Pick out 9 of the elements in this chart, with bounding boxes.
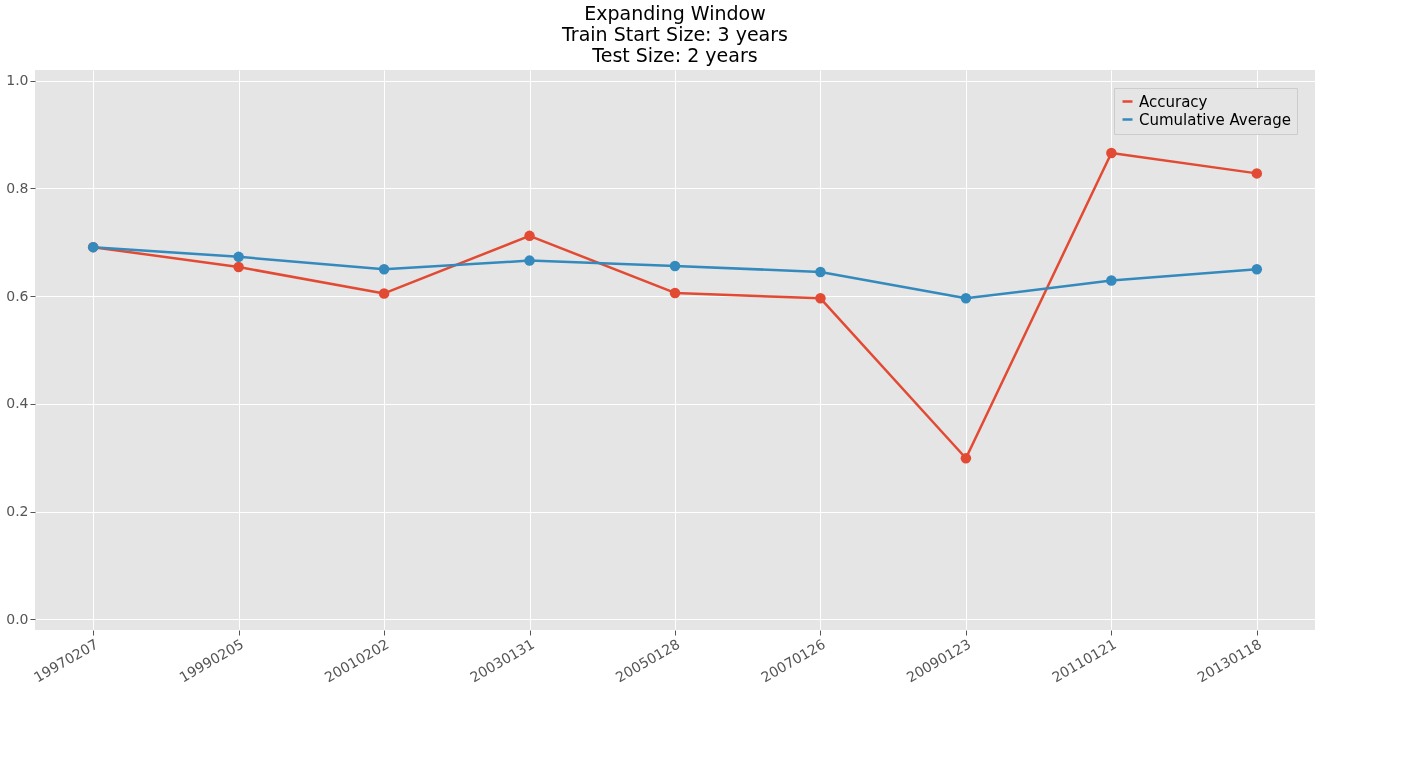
y-tick-label: 0.0 [6,610,29,627]
y-tick-label: 0.8 [6,179,29,196]
legend-label: Accuracy [1139,92,1208,111]
y-tick-label: 0.6 [6,287,29,304]
y-tick-label: 1.0 [6,72,29,89]
chart-title: Expanding Window Train Start Size: 3 years Test Size: 2 years [561,2,788,66]
legend-label: Cumulative Average [1139,110,1291,129]
y-tick-label: 0.4 [6,395,29,412]
y-tick-label: 0.2 [6,503,29,520]
